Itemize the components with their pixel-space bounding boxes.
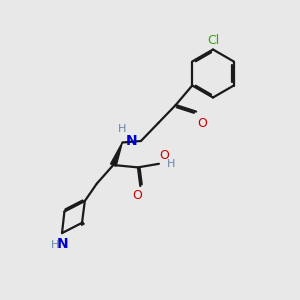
- Text: H: H: [167, 159, 176, 169]
- Text: N: N: [57, 237, 68, 251]
- Text: O: O: [132, 189, 142, 202]
- Text: Cl: Cl: [207, 34, 219, 46]
- Text: O: O: [198, 117, 208, 130]
- Text: H: H: [51, 240, 60, 250]
- Text: O: O: [160, 149, 170, 162]
- Text: H: H: [118, 124, 126, 134]
- Polygon shape: [110, 142, 122, 166]
- Text: N: N: [126, 134, 138, 148]
